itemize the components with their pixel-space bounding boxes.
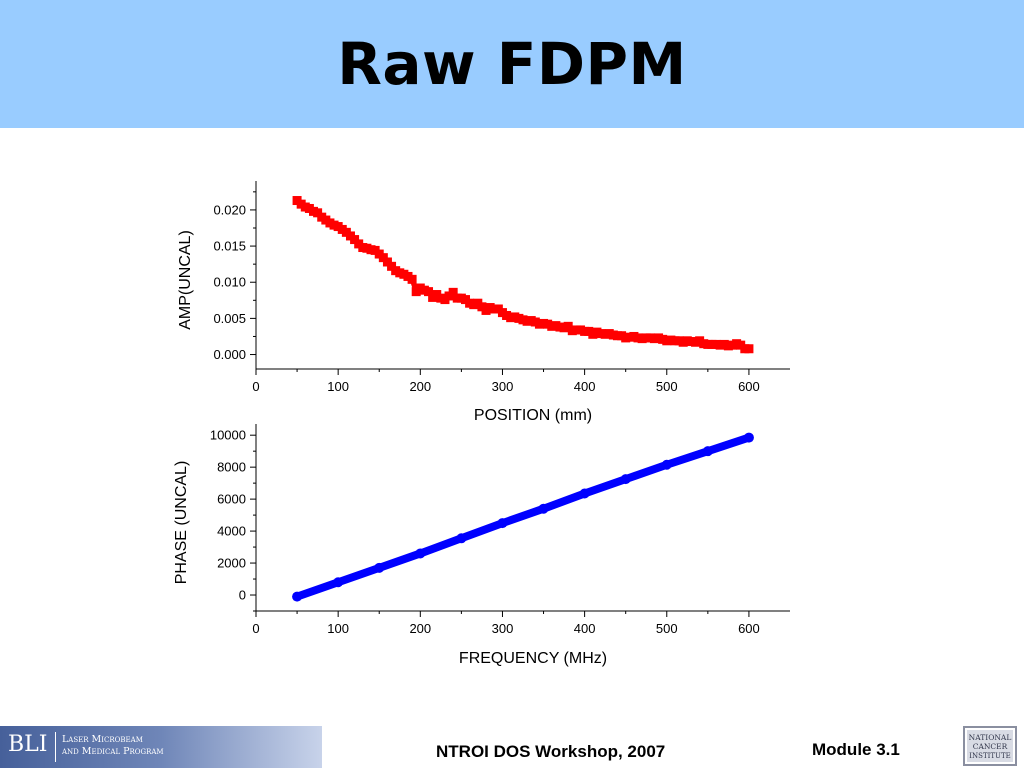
footer-module-text: Module 3.1 (812, 740, 900, 759)
phase-x-tick-label: 200 (409, 621, 431, 636)
phase-y-tick-label: 2000 (217, 556, 246, 571)
phase-x-axis-label: FREQUENCY (MHz) (459, 650, 607, 667)
phase-x-tick-label: 100 (327, 621, 349, 636)
amp-x-tick-label: 500 (656, 379, 678, 394)
phase-x-tick-label: 500 (656, 621, 678, 636)
charts-canvas: 0 100 200 300 400 500 600 0.000 0.005 0.010 0.015 0… (173, 181, 790, 667)
phase-series-segment (621, 460, 671, 484)
phase-series-segment (293, 578, 343, 601)
amp-y-tick-label: 0.020 (213, 202, 246, 217)
bli-logo-text: BLI (8, 732, 48, 757)
amp-x-axis-label: POSITION (mm) (474, 407, 592, 424)
amp-y-tick-label: 0.010 (213, 275, 246, 290)
phase-x-tick-label: 400 (574, 621, 596, 636)
amp-y-tick-label: 0.015 (213, 239, 246, 254)
amp-y-tick-label: 0.005 (213, 311, 246, 326)
phase-series-segment (539, 489, 589, 513)
footer-workshop-text: NTROI DOS Workshop, 2007 (436, 742, 666, 761)
phase-series-segment (662, 447, 712, 469)
amp-x-tick-label: 600 (738, 379, 760, 394)
phase-series-segment (416, 534, 466, 558)
nci-logo-word3: INSTITUTE (969, 752, 1010, 760)
phase-x-tick-label: 0 (252, 621, 259, 636)
phase-series-segment (334, 563, 384, 587)
phase-data-point (743, 432, 754, 443)
amp-x-tick-label: 400 (574, 379, 596, 394)
amp-x-tick-label: 300 (492, 379, 514, 394)
phase-series-segment (375, 549, 425, 572)
nci-logo-icon: NATIONAL CANCER INSTITUTE (963, 726, 1017, 766)
phase-y-tick-label: 0 (239, 588, 246, 603)
bli-logo-line2: and Medical Program (62, 746, 164, 757)
title-bar (0, 0, 1024, 128)
phase-series-segment (580, 475, 630, 498)
amp-x-tick-label: 0 (252, 379, 259, 394)
amp-x-tick-label: 200 (409, 379, 431, 394)
nci-logo-word1: NATIONAL (969, 733, 1012, 742)
phase-x-tick-label: 300 (492, 621, 514, 636)
bli-logo-subtitle: Laser Microbeam and Medical Program (62, 734, 164, 758)
phase-y-tick-label: 8000 (217, 460, 246, 475)
bli-logo-banner: BLI Laser Microbeam and Medical Program (0, 726, 322, 768)
bli-logo-divider (55, 732, 56, 762)
amp-x-tick-label: 100 (327, 379, 349, 394)
amp-y-axis-label: AMP(UNCAL) (177, 230, 194, 330)
amp-y-tick-label: 0.000 (213, 347, 246, 362)
phase-y-tick-label: 4000 (217, 524, 246, 539)
amp-data-point (744, 344, 754, 354)
phase-series-segment (703, 433, 753, 456)
phase-y-tick-label: 10000 (210, 428, 246, 443)
phase-series-segment (498, 504, 548, 528)
phase-y-tick-label: 6000 (217, 492, 246, 507)
slide-title: Raw FDPM (337, 30, 687, 98)
phase-series-segment (457, 519, 507, 543)
phase-y-axis-label: PHASE (UNCAL) (173, 461, 190, 585)
nci-logo-word2: CANCER (973, 742, 1008, 751)
phase-x-tick-label: 600 (738, 621, 760, 636)
bli-logo-line1: Laser Microbeam (62, 734, 143, 745)
